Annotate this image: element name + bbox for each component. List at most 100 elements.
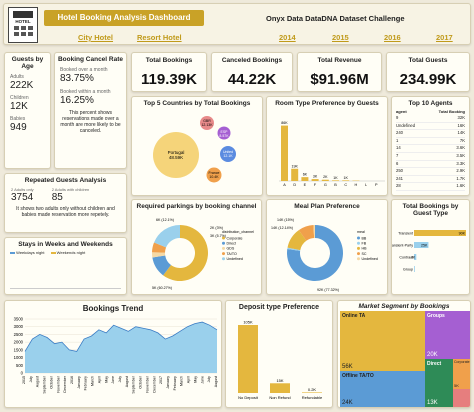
kpi-canceled-bookings-label: Canceled Bookings bbox=[221, 57, 283, 64]
room-type-tick: P bbox=[375, 183, 378, 187]
total-cell: 14K bbox=[457, 130, 465, 136]
table-row[interactable]: 14 3.6K bbox=[396, 145, 465, 153]
trend-x-tick: June bbox=[200, 376, 204, 384]
deposit-chart: 105K No Deposit 15K Non Refund 0.2K Refundabl… bbox=[238, 320, 323, 400]
total-cell: 1.7K bbox=[456, 175, 465, 181]
table-row[interactable]: 240 14K bbox=[396, 130, 465, 138]
table-row[interactable]: 9 32K bbox=[396, 115, 465, 123]
parking-slice[interactable] bbox=[152, 255, 171, 276]
meal-slice[interactable] bbox=[313, 225, 315, 239]
total-cell: 16K bbox=[457, 122, 465, 128]
room-type-tick: L bbox=[365, 183, 367, 187]
meal-slice[interactable] bbox=[287, 247, 301, 251]
babies-value: 949 bbox=[10, 122, 27, 133]
header-bar: HOTEL Hotel Booking Analysis Dashboard O… bbox=[3, 3, 471, 45]
table-row[interactable]: 7 3.5K bbox=[396, 153, 465, 161]
trend-y-tick: 1000 bbox=[14, 355, 24, 360]
bubble-gbr[interactable] bbox=[200, 116, 214, 130]
meal-legend-item: Undefined bbox=[362, 257, 378, 261]
guest-type-chart: Transient 90K Transient-Party 25K Contract4K… bbox=[392, 230, 466, 272]
parking-slice[interactable] bbox=[152, 252, 166, 258]
deposit-bar-value: 15K bbox=[276, 378, 283, 383]
tab-city-hotel[interactable]: City Hotel bbox=[78, 33, 114, 42]
children-value: 12K bbox=[10, 101, 28, 112]
trend-y-tick: 2500 bbox=[14, 332, 24, 337]
room-type-bar[interactable] bbox=[342, 180, 350, 181]
kpi-total-revenue: Total Revenue $91.96M bbox=[297, 52, 382, 92]
meal-legend-dot bbox=[357, 241, 360, 245]
room-type-bar[interactable] bbox=[332, 180, 339, 181]
room-type-bar-value: 1K bbox=[333, 176, 338, 180]
trend-y-tick: 1500 bbox=[14, 347, 24, 352]
meal-legend-item: FB bbox=[362, 242, 367, 246]
guest-type-bar[interactable] bbox=[414, 254, 417, 260]
guest-type-bar[interactable] bbox=[414, 266, 415, 272]
deposit-title: Deposit type Preference bbox=[238, 304, 320, 311]
room-type-bar[interactable] bbox=[311, 179, 319, 181]
deposit-bar[interactable] bbox=[238, 325, 258, 393]
tile-direct[interactable]: Direct 13K bbox=[425, 359, 453, 407]
year-2016[interactable]: 2016 bbox=[384, 33, 401, 42]
adults-label: Adults bbox=[10, 74, 24, 80]
meal-slice[interactable] bbox=[298, 225, 315, 241]
room-type-bar[interactable] bbox=[281, 125, 288, 181]
trend-x-tick: July bbox=[118, 376, 122, 383]
agent-col-header[interactable]: agent bbox=[396, 109, 407, 114]
tile-other[interactable] bbox=[453, 389, 470, 407]
table-row[interactable]: 6 3.3K bbox=[396, 161, 465, 169]
top5-countries-chart: Portugal 48.59K GBR 12.13K ESP 8.57K Uni… bbox=[153, 116, 236, 183]
room-type-bar[interactable] bbox=[321, 179, 329, 181]
guest-type-bar[interactable] bbox=[414, 230, 466, 236]
table-row[interactable]: 241 1.7K bbox=[396, 176, 465, 184]
year-2014[interactable]: 2014 bbox=[279, 33, 296, 42]
kpi-total-bookings-label: Total Bookings bbox=[145, 57, 193, 64]
agent-cell: Undefined bbox=[396, 122, 416, 128]
parking-slice[interactable] bbox=[152, 242, 167, 253]
trend-x-tick: January bbox=[77, 376, 81, 389]
top5-countries-card: Top 5 Countries by Total Bookings Portug… bbox=[131, 96, 263, 196]
table-row[interactable]: 1 7K bbox=[396, 138, 465, 146]
bubble-portugal[interactable] bbox=[153, 132, 199, 178]
room-type-title: Room Type Preference by Guests bbox=[275, 100, 379, 107]
tile-offline-ta[interactable]: Offline TA/TO 24K bbox=[340, 371, 425, 407]
total-col-header[interactable]: Total Booking bbox=[438, 109, 465, 114]
tab-resort-hotel[interactable]: Resort Hotel bbox=[137, 33, 182, 42]
trend-x-tick: August bbox=[125, 376, 129, 387]
trend-x-tick: 2017 bbox=[159, 376, 163, 384]
year-2017[interactable]: 2017 bbox=[436, 33, 453, 42]
table-row[interactable]: 250 2.9K bbox=[396, 168, 465, 176]
parking-slice[interactable] bbox=[163, 225, 208, 281]
trend-area bbox=[25, 322, 217, 373]
tile-groups[interactable]: Groups 20K bbox=[425, 311, 470, 359]
tile-corporate[interactable]: Corporate 5K bbox=[453, 359, 470, 389]
table-row[interactable]: Undefined 16K bbox=[396, 123, 465, 131]
room-type-bar-value: 86K bbox=[281, 121, 288, 125]
trend-x-tick: May bbox=[104, 376, 108, 383]
deposit-bar[interactable] bbox=[270, 383, 290, 393]
deposit-bar[interactable] bbox=[302, 392, 322, 393]
trend-y-tick: 2000 bbox=[14, 340, 24, 345]
children-label: Children bbox=[10, 95, 29, 101]
bubble-united[interactable] bbox=[220, 146, 236, 162]
parking-label: 6K (12.1%) bbox=[156, 218, 174, 222]
meal-plan-title: Meal Plan Preference bbox=[294, 203, 360, 210]
year-2015[interactable]: 2015 bbox=[332, 33, 349, 42]
stays-title: Stays in Weeks and Weekends bbox=[18, 241, 113, 248]
trend-y-tick: 500 bbox=[16, 363, 24, 368]
parking-slice[interactable] bbox=[154, 225, 180, 248]
guest-type-bar[interactable] bbox=[414, 242, 429, 248]
kpi-total-bookings-value: 119.39K bbox=[141, 71, 197, 88]
room-type-bar[interactable] bbox=[291, 168, 299, 181]
room-type-tick: C bbox=[344, 183, 347, 187]
meal-slice[interactable] bbox=[287, 225, 343, 281]
bubble-france-value: 10.4K bbox=[209, 175, 219, 179]
table-row[interactable]: 28 1.6K bbox=[396, 183, 465, 191]
room-type-bar[interactable] bbox=[301, 177, 309, 181]
tile-online-ta[interactable]: Online TA 56K bbox=[340, 311, 425, 371]
bubble-esp[interactable] bbox=[217, 126, 231, 140]
bubble-france[interactable] bbox=[206, 167, 222, 183]
two-adults-children-label: 2 Adults with children bbox=[51, 187, 90, 192]
guests-by-age-card: Guests by Age Adults 222K Children 12K B… bbox=[4, 52, 51, 169]
kpi-total-guests: Total Guests 234.99K bbox=[386, 52, 470, 92]
meal-slice[interactable] bbox=[287, 230, 307, 251]
